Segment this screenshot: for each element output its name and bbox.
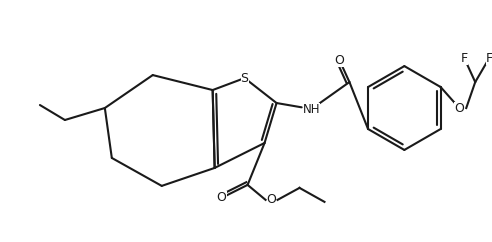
Text: O: O [267,193,277,206]
Text: S: S [241,72,248,84]
Text: NH: NH [303,103,320,115]
Text: O: O [216,191,227,204]
Text: F: F [461,52,468,65]
Text: O: O [335,53,344,67]
Text: O: O [454,102,464,114]
Text: F: F [486,52,492,65]
